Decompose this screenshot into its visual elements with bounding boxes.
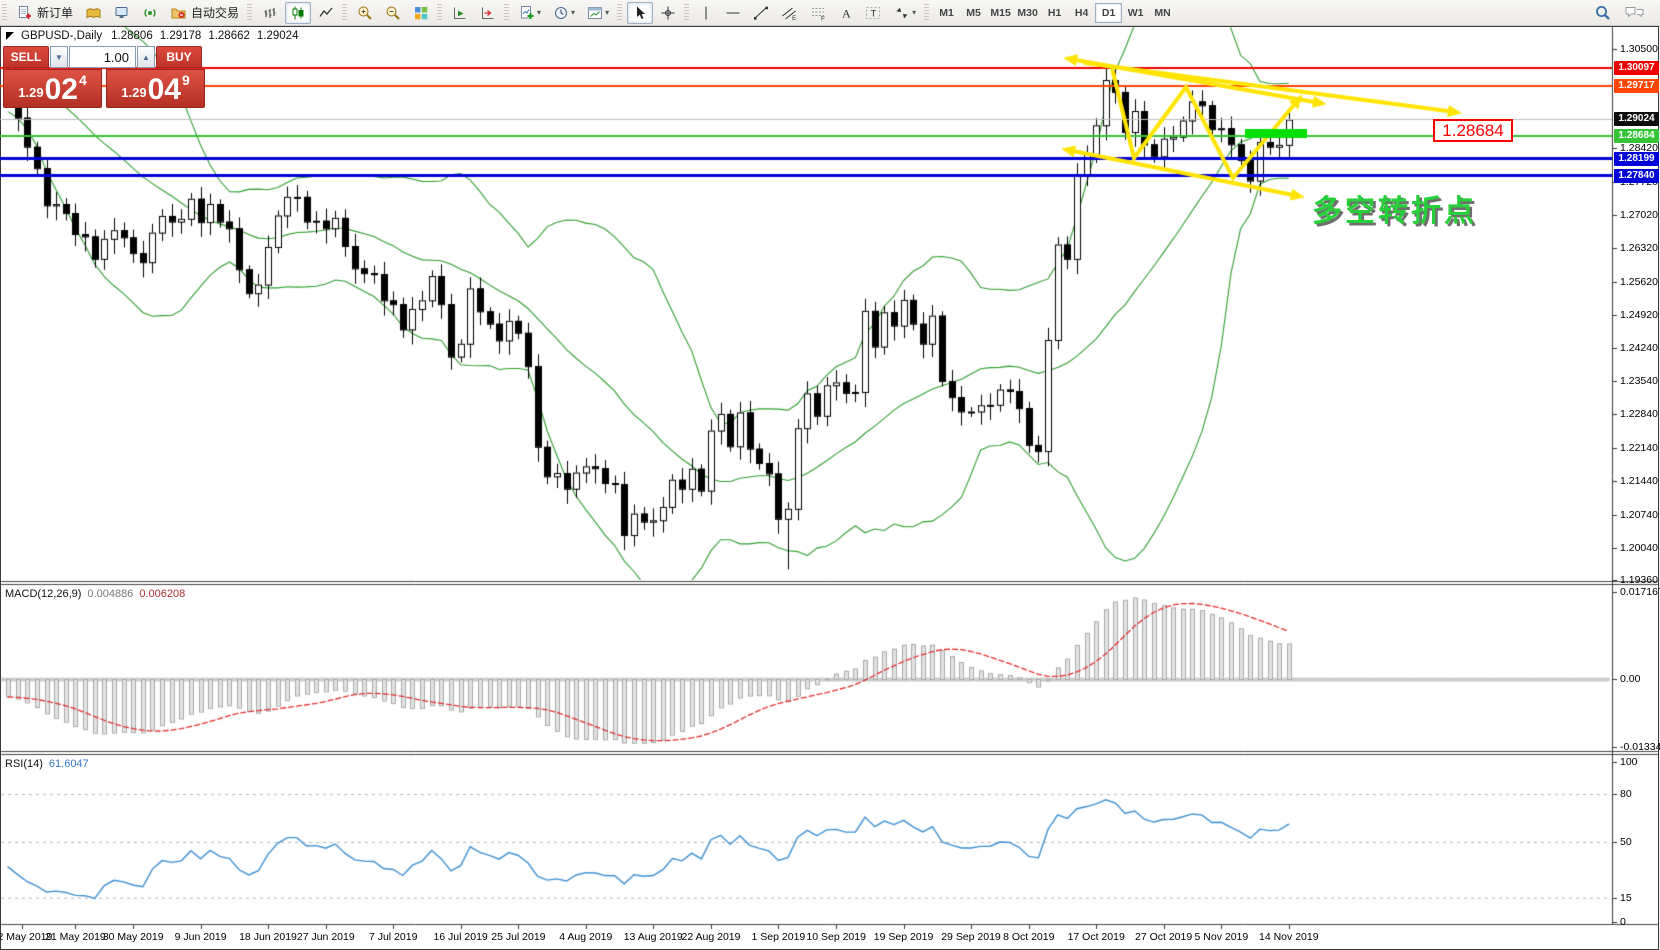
price-callout-box[interactable]: 1.28684: [1433, 119, 1513, 142]
sell-price-button[interactable]: 1.29 02 4: [3, 69, 102, 108]
macd-indicator-label: MACD(12,26,9) 0.004886 0.006208: [5, 588, 185, 600]
lot-size-input[interactable]: [69, 46, 136, 68]
buy-price-button[interactable]: 1.29 04 9: [106, 69, 205, 108]
ohlc-open: 1.28806: [111, 30, 153, 42]
sell-price-base: 1.29: [18, 85, 44, 100]
rsi-indicator-label: RSI(14) 61.6047: [5, 758, 89, 770]
symbol-arrow-icon: [6, 32, 14, 40]
ohlc-high: 1.29178: [159, 30, 202, 42]
macd-name: MACD(12,26,9): [5, 588, 82, 600]
buy-price-base: 1.29: [121, 85, 147, 100]
rsi-value: 61.6047: [48, 758, 89, 770]
symbol-name: GBPUSD-,Daily: [21, 30, 103, 42]
sell-price-main: 02: [44, 73, 78, 106]
rsi-name: RSI(14): [5, 758, 43, 770]
lot-decrease-button[interactable]: ▼: [50, 46, 68, 68]
macd-signal-value: 0.006208: [139, 588, 186, 600]
ohlc-low: 1.28662: [208, 30, 250, 42]
one-click-trading-panel: SELL ▼ ▲ BUY 1.29 02 4 1.29 04 9: [3, 46, 206, 108]
sell-button[interactable]: SELL: [3, 46, 49, 68]
macd-main-value: 0.004886: [87, 588, 134, 600]
sell-price-pip: 4: [78, 72, 87, 88]
ohlc-close: 1.29024: [256, 30, 299, 42]
buy-button[interactable]: BUY: [156, 46, 202, 68]
buy-price-main: 04: [147, 73, 181, 106]
buy-price-pip: 9: [181, 72, 190, 88]
pivot-annotation-text[interactable]: 多空转折点: [1312, 195, 1477, 228]
lot-increase-button[interactable]: ▲: [137, 46, 155, 68]
chart-ohlc-title: GBPUSD-,Daily 1.28806 1.29178 1.28662 1.…: [6, 30, 298, 42]
